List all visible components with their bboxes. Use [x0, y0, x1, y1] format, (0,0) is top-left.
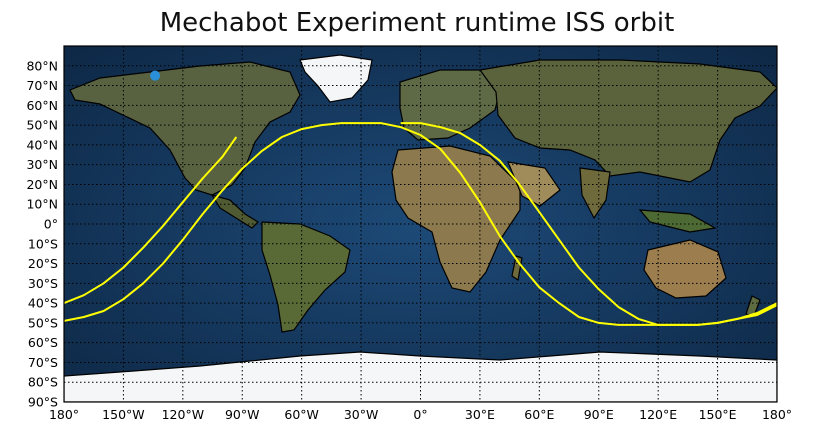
latitude-tick-label: 90°S	[28, 395, 58, 410]
latitude-tick-label: 50°S	[28, 315, 58, 330]
latitude-tick-label: 80°N	[26, 58, 58, 73]
longitude-tick-label: 150°E	[699, 407, 737, 422]
latitude-tick-label: 70°S	[28, 355, 58, 370]
longitude-tick-label: 90°E	[584, 407, 614, 422]
longitude-tick-label: 120°E	[639, 407, 677, 422]
longitude-tick-label: 0°	[413, 407, 427, 422]
longitude-tick-label: 60°E	[524, 407, 554, 422]
position-marker	[150, 70, 161, 81]
latitude-tick-label: 60°S	[28, 335, 58, 350]
greenland	[299, 54, 373, 103]
page-title: Mechabot Experiment runtime ISS orbit	[159, 8, 675, 38]
europe	[399, 69, 501, 141]
latitude-tick-label: 50°N	[26, 118, 58, 133]
longitude-tick-label: 150°W	[102, 407, 144, 422]
latitude-tick-label: 10°N	[26, 197, 58, 212]
latitude-tick-label: 80°S	[28, 375, 58, 390]
antarctica	[64, 351, 777, 402]
graticule	[64, 46, 777, 402]
longitude-tick-label: 180°	[49, 407, 79, 422]
africa	[391, 145, 521, 293]
latitude-tick-label: 10°S	[28, 236, 58, 251]
longitude-tick-label: 60°W	[284, 407, 319, 422]
south-america	[261, 221, 351, 333]
asia	[478, 59, 777, 183]
longitude-tick-label: 90°W	[225, 407, 260, 422]
latitude-tick-label: 70°N	[26, 78, 58, 93]
longitude-labels: 180° 150°W 120°W 90°W 60°W 30°W 0° 30°E 60°E 90°E…	[49, 407, 792, 422]
orbit-tracks	[64, 122, 777, 326]
latitude-tick-label: 0°	[44, 217, 58, 232]
latitude-tick-label: 60°N	[26, 98, 58, 113]
latitude-tick-label: 30°S	[28, 276, 58, 291]
latitude-tick-label: 20°N	[26, 177, 58, 192]
landmasses	[64, 54, 777, 402]
latitude-tick-label: 40°S	[28, 296, 58, 311]
longitude-tick-label: 180°	[762, 407, 792, 422]
latitude-tick-label: 30°N	[26, 157, 58, 172]
longitude-tick-label: 120°W	[162, 407, 204, 422]
longitude-tick-label: 30°W	[344, 407, 379, 422]
se-asia-islands	[638, 209, 717, 233]
latitude-tick-label: 20°S	[28, 256, 58, 271]
central-america	[210, 194, 259, 229]
orbit-track-1	[64, 136, 238, 305]
longitude-tick-label: 30°E	[465, 407, 495, 422]
latitude-tick-label: 40°N	[26, 137, 58, 152]
latitude-labels: 80°N 70°N 60°N 50°N 40°N 30°N 20°N 10°N 0° 10°S 20…	[26, 58, 58, 409]
india	[579, 167, 611, 220]
orbit-track-3	[400, 122, 777, 326]
map-frame	[63, 45, 778, 403]
